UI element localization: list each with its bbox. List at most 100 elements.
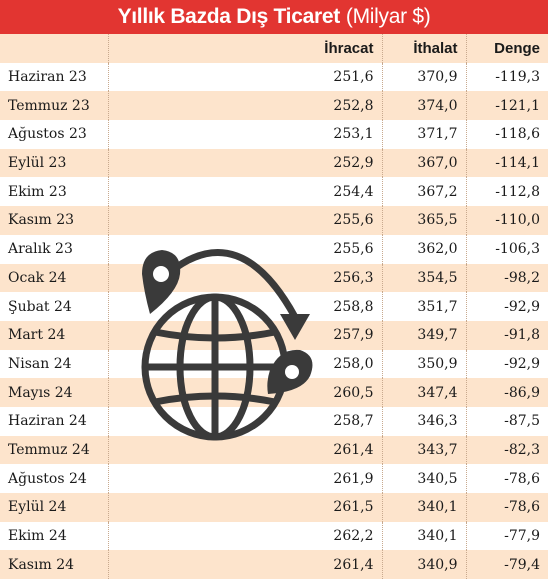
table-row: Ağustos 24 261,9 340,5 -78,6 [0,464,548,493]
cell-ithalat: 347,4 [382,378,467,407]
cell-ihracat: 262,2 [108,521,383,551]
cell-ithalat: 340,1 [382,493,467,522]
cell-ihracat: 252,9 [108,148,383,178]
table-row: Eylül 23 252,9 367,0 -114,1 [0,148,548,178]
table-row: Nisan 24 258,0 350,9 -92,9 [0,349,548,379]
header-ithalat: İthalat [382,34,467,63]
table-row: Ekim 24 262,2 340,1 -77,9 [0,521,548,551]
cell-denge: -114,1 [466,148,548,178]
row-label: Aralık 23 [0,234,109,264]
table-row: Mart 24 257,9 349,7 -91,8 [0,320,548,350]
cell-ihracat: 255,6 [108,234,383,264]
cell-ihracat: 258,0 [108,349,383,379]
row-label: Haziran 24 [0,406,109,436]
row-label: Ağustos 24 [0,464,109,493]
cell-ithalat: 340,1 [382,521,467,551]
table-row: Şubat 24 258,8 351,7 -92,9 [0,292,548,321]
cell-ihracat: 255,6 [108,206,383,235]
row-label: Kasım 24 [0,550,109,579]
cell-denge: -92,9 [466,349,548,379]
row-label: Ocak 24 [0,263,109,293]
cell-ihracat: 261,4 [108,550,383,579]
row-label: Mart 24 [0,320,109,350]
row-label: Eylül 24 [0,493,109,522]
cell-denge: -82,3 [466,435,548,465]
row-label: Kasım 23 [0,206,109,235]
cell-ithalat: 354,5 [382,263,467,293]
table-row: Eylül 24 261,5 340,1 -78,6 [0,493,548,522]
cell-ithalat: 371,7 [382,120,467,149]
cell-ihracat: 256,3 [108,263,383,293]
cell-ithalat: 340,5 [382,464,467,493]
table-row: Temmuz 24 261,4 343,7 -82,3 [0,435,548,465]
cell-ithalat: 340,9 [382,550,467,579]
cell-ithalat: 343,7 [382,435,467,465]
cell-denge: -106,3 [466,234,548,264]
cell-ithalat: 365,5 [382,206,467,235]
cell-ihracat: 261,9 [108,464,383,493]
table-row: Mayıs 24 260,5 347,4 -86,9 [0,378,548,407]
header-denge: Denge [466,34,548,63]
cell-denge: -118,6 [466,120,548,149]
cell-ithalat: 350,9 [382,349,467,379]
cell-ihracat: 258,7 [108,406,383,436]
cell-ithalat: 370,9 [382,62,467,92]
row-label: Şubat 24 [0,292,109,321]
cell-ihracat: 257,9 [108,320,383,350]
cell-denge: -91,8 [466,320,548,350]
title-main: Yıllık Bazda Dış Ticaret [117,5,341,28]
table-title: Yıllık Bazda Dış Ticaret (Milyar $) [0,0,548,34]
cell-ihracat: 260,5 [108,378,383,407]
cell-denge: -87,5 [466,406,548,436]
cell-ithalat: 349,7 [382,320,467,350]
row-label: Temmuz 24 [0,435,109,465]
cell-denge: -77,9 [466,521,548,551]
table-row: Haziran 24 258,7 346,3 -87,5 [0,406,548,436]
cell-denge: -92,9 [466,292,548,321]
row-label: Eylül 23 [0,148,109,178]
cell-ithalat: 367,2 [382,177,467,207]
row-label: Ağustos 23 [0,120,109,149]
row-label: Haziran 23 [0,62,109,92]
table-row: Temmuz 23 252,8 374,0 -121,1 [0,91,548,121]
row-label: Nisan 24 [0,349,109,379]
cell-ithalat: 362,0 [382,234,467,264]
cell-denge: -112,8 [466,177,548,207]
cell-denge: -119,3 [466,62,548,92]
cell-denge: -79,4 [466,550,548,579]
cell-ihracat: 253,1 [108,120,383,149]
cell-ithalat: 374,0 [382,91,467,121]
row-label: Mayıs 24 [0,378,109,407]
cell-ithalat: 346,3 [382,406,467,436]
cell-denge: -78,6 [466,464,548,493]
table-row: Haziran 23 251,6 370,9 -119,3 [0,62,548,92]
cell-ithalat: 367,0 [382,148,467,178]
table-row: Ağustos 23 253,1 371,7 -118,6 [0,120,548,149]
trade-table: İhracat İthalat Denge Haziran 23 251,6 370… [0,34,548,579]
cell-denge: -86,9 [466,378,548,407]
cell-ihracat: 251,6 [108,62,383,92]
cell-ihracat: 261,5 [108,493,383,522]
cell-ihracat: 254,4 [108,177,383,207]
row-label: Ekim 24 [0,521,109,551]
table-row: Kasım 23 255,6 365,5 -110,0 [0,206,548,235]
table-row: Aralık 23 255,6 362,0 -106,3 [0,234,548,264]
cell-denge: -78,6 [466,493,548,522]
header-empty [0,34,109,63]
row-label: Temmuz 23 [0,91,109,121]
header-row: İhracat İthalat Denge [0,34,548,63]
cell-denge: -110,0 [466,206,548,235]
table-row: Ekim 23 254,4 367,2 -112,8 [0,177,548,207]
cell-ihracat: 258,8 [108,292,383,321]
row-label: Ekim 23 [0,177,109,207]
cell-denge: -98,2 [466,263,548,293]
cell-ithalat: 351,7 [382,292,467,321]
title-unit: (Milyar $) [345,5,431,28]
cell-denge: -121,1 [466,91,548,121]
table-row: Ocak 24 256,3 354,5 -98,2 [0,263,548,293]
table-row: Kasım 24 261,4 340,9 -79,4 [0,550,548,579]
cell-ihracat: 252,8 [108,91,383,121]
cell-ihracat: 261,4 [108,435,383,465]
header-ihracat: İhracat [108,34,383,63]
